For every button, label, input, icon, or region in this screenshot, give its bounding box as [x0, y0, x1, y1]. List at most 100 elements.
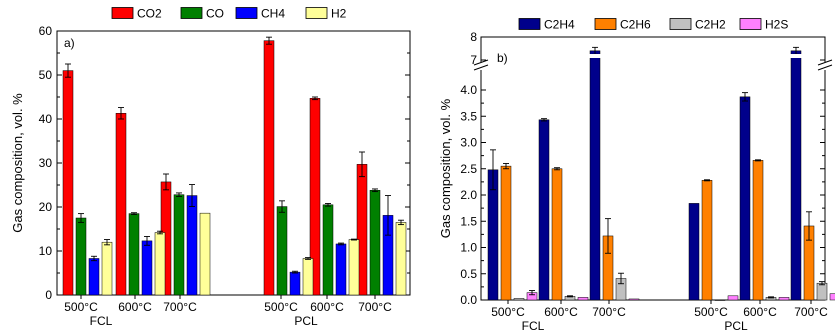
y-tick-label: 1.0 [460, 241, 477, 255]
legend-label-h2s: H2S [765, 18, 788, 32]
bar-c2h6 [701, 180, 713, 301]
bar-h2 [348, 239, 360, 296]
y-tick-label: 8 [470, 30, 477, 44]
bar-c2h4 [790, 50, 802, 301]
bar-ch4 [186, 195, 198, 296]
y-tick-label: 40 [39, 112, 53, 126]
bar-co [322, 204, 334, 296]
axis-break-mark [473, 64, 489, 71]
bar-c2h6 [500, 165, 512, 301]
bar-ch4 [289, 271, 301, 296]
y-tick-label: 4.0 [460, 83, 477, 97]
bar-ch4 [88, 258, 100, 296]
legend-label-c2h6: C2H6 [620, 18, 651, 32]
plot-frame-2 [480, 36, 826, 301]
y-axis-label: Gas composition, vol. % [438, 98, 453, 238]
y-tick-label: 0 [45, 288, 52, 302]
bar-h2s [628, 298, 640, 301]
x-tick-label: 600°C [743, 305, 777, 319]
y-tick-label: 3.0 [460, 136, 477, 150]
bar-break-gap [589, 54, 601, 58]
legend-label-h2: H2 [331, 7, 347, 21]
x-tick-label: 600°C [118, 300, 152, 314]
y-tick-label: 30 [39, 156, 53, 170]
legend-label-co: CO [206, 7, 224, 21]
bar-h2 [302, 258, 314, 296]
axis-break-mark-right [817, 64, 833, 71]
y-tick-label: 10 [39, 244, 53, 258]
bar-h2 [395, 222, 407, 296]
x-tick-label: 700°C [163, 300, 197, 314]
group-label-fcl: FCL [522, 319, 545, 333]
bar-c2h4 [589, 50, 601, 301]
y-tick-label: 2.0 [460, 188, 477, 202]
bar-c2h6 [752, 160, 764, 301]
y-tick-label: 20 [39, 200, 53, 214]
legend-swatch-co [180, 7, 203, 19]
x-tick-label: 500°C [694, 305, 728, 319]
legend-label-c2h2: C2H2 [695, 18, 726, 32]
bar-c2h2 [816, 282, 828, 301]
legend-swatch-co2 [111, 7, 134, 19]
y-axis-label: Gas composition, vol. % [10, 93, 25, 233]
bar-c2h2 [714, 299, 726, 301]
y-tick-label: 50 [39, 68, 53, 82]
bar-c2h6 [551, 168, 563, 301]
x-tick-label: 600°C [310, 300, 344, 314]
bar-break-gap [538, 54, 550, 58]
y-tick-label: 0.0 [460, 293, 477, 307]
bar-h2 [101, 241, 113, 296]
y-tick-label: 0.5 [460, 267, 477, 281]
bar-c2h4 [538, 119, 550, 301]
bar-h2 [154, 232, 166, 296]
panel-label: a) [64, 36, 75, 50]
x-tick-label: 500°C [64, 300, 98, 314]
y-tick-label: 7 [470, 53, 477, 67]
axis-break-mark [473, 59, 489, 66]
y-tick-label: 3.5 [460, 109, 477, 123]
x-tick-label: 700°C [794, 305, 828, 319]
legend-swatch-h2s [739, 18, 762, 30]
group-label-pcl: PCL [294, 314, 318, 328]
bar-c2h4 [739, 96, 751, 301]
bar-co2 [115, 113, 127, 296]
y-tick-label: 60 [39, 24, 53, 38]
bar-break-gap [790, 54, 802, 58]
x-tick-label: 700°C [592, 305, 626, 319]
legend-swatch-ch4 [235, 7, 258, 19]
legend-label-ch4: CH4 [261, 7, 285, 21]
legend-swatch-c2h4 [518, 18, 541, 30]
group-label-pcl: PCL [724, 319, 748, 333]
group-label-fcl: FCL [90, 314, 113, 328]
bar-co [276, 206, 288, 296]
x-tick-label: 500°C [491, 305, 525, 319]
bar-co [128, 213, 140, 296]
bar-h2s [577, 297, 589, 301]
bar-co [173, 194, 185, 296]
bar-co [369, 190, 381, 296]
x-tick-label: 500°C [264, 300, 298, 314]
axis-break-gap [475, 62, 487, 70]
bar-ch4 [141, 240, 153, 296]
bar-h2s [778, 297, 790, 301]
bar-c2h4 [688, 203, 700, 301]
legend-swatch-c2h6 [594, 18, 617, 30]
bar-co2 [62, 70, 74, 296]
legend-swatch-c2h2 [669, 18, 692, 30]
x-tick-label: 600°C [544, 305, 578, 319]
legend-swatch-h2 [305, 7, 328, 19]
bar-h2s [727, 295, 739, 301]
bar-h2s [829, 293, 835, 301]
axis-break-mark-right [817, 59, 833, 66]
bar-c2h2 [513, 298, 525, 301]
y-tick-label: 2.5 [460, 162, 477, 176]
bar-co2 [263, 40, 275, 296]
y-tick-label: 1.5 [460, 214, 477, 228]
legend-label-co2: CO2 [137, 7, 162, 21]
axis-break-gap-right [819, 62, 831, 70]
bar-co [75, 217, 87, 296]
x-tick-label: 700°C [358, 300, 392, 314]
bar-ch4 [335, 243, 347, 296]
bar-h2 [199, 212, 211, 296]
